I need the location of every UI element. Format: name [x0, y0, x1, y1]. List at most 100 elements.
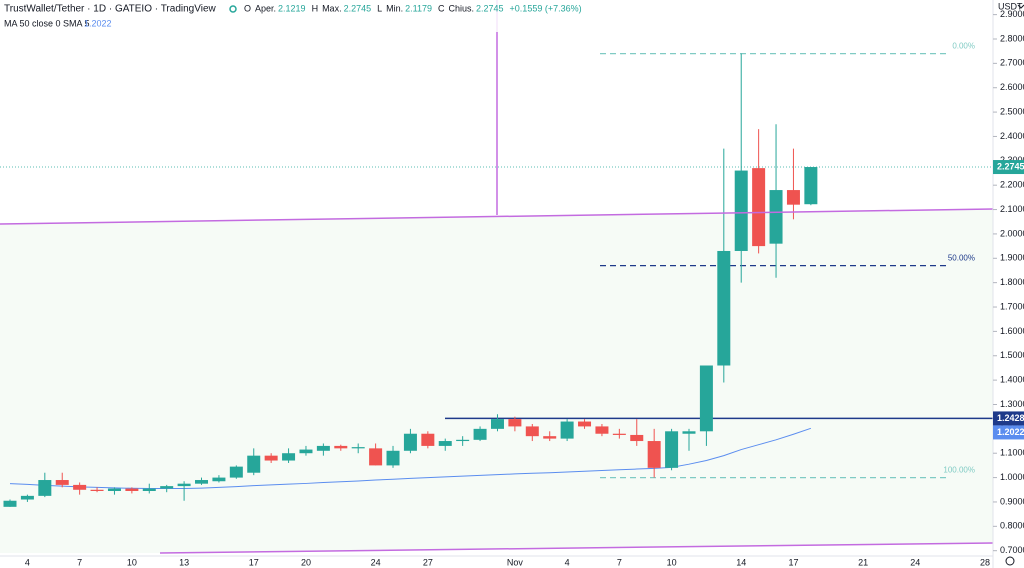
candle-body [543, 436, 557, 439]
last-price-tag: 2.2745 [997, 161, 1024, 171]
candle-body [665, 431, 679, 468]
candle-body [560, 421, 574, 439]
sma-value[interactable]: 1.2022 [84, 18, 112, 28]
candle-body [351, 447, 365, 449]
ohlc-name: Min. [386, 3, 403, 13]
candle-body [769, 190, 783, 244]
candle-body [786, 190, 800, 205]
status-dot [229, 5, 237, 13]
fib-label: 0.00% [952, 42, 975, 51]
candle-body [438, 441, 452, 446]
y-tick-label: 1.1000 [1000, 448, 1024, 458]
currency-caret [1017, 4, 1024, 9]
ohlc-name: Aper. [255, 3, 276, 13]
candle-body [38, 480, 52, 496]
symbol-title: TrustWallet/Tether · 1D · GATEIO · Tradi… [4, 4, 217, 15]
candle-body [682, 431, 696, 434]
x-tick-label: 21 [858, 557, 868, 567]
candle-body [717, 250, 731, 366]
candle-body [142, 488, 156, 491]
candle-body [630, 434, 644, 442]
candle-body [490, 419, 504, 429]
candle-body [578, 421, 592, 427]
y-tick-label: 2.5000 [1000, 106, 1024, 116]
ohlc-name: Chius. [449, 3, 475, 13]
price-line-tag: 1.2428 [997, 413, 1024, 423]
x-tick-label: 4 [565, 557, 570, 567]
candle-body [386, 450, 400, 466]
fib-label: 100.00% [943, 466, 975, 475]
price-line-tag-bg [993, 411, 1024, 426]
ohlc-change: +0.1559 (+7.36%) [510, 3, 582, 13]
ohlc-legend: O Aper. 2.1219 H Max. 2.2745 L Min. 2.1179 C Chius… [244, 3, 582, 13]
ohlc-key: L [377, 3, 382, 13]
y-tick-label: 2.4000 [1000, 131, 1024, 141]
candle-body [403, 433, 417, 451]
currency[interactable]: USDT [998, 1, 1023, 11]
candle-body [525, 426, 539, 437]
candle-body [734, 170, 748, 251]
candle-body [299, 449, 313, 454]
sma-tag-bg [993, 425, 1024, 440]
y-tick-label: 2.1000 [1000, 204, 1024, 214]
ohlc-key: H [312, 3, 319, 13]
candle-body [229, 466, 243, 478]
fib-label: 50.00% [948, 254, 975, 263]
y-tick-label: 2.0000 [1000, 228, 1024, 238]
x-tick-label: 17 [249, 557, 259, 567]
candle-body [90, 489, 104, 491]
y-tick-label: 1.0000 [1000, 472, 1024, 482]
x-tick-label: 10 [127, 557, 137, 567]
y-tick-label: 1.6000 [1000, 326, 1024, 336]
candle-body [595, 426, 609, 434]
settings-icon[interactable] [1005, 556, 1015, 566]
candle-body [160, 486, 174, 489]
y-tick-label: 1.9000 [1000, 253, 1024, 263]
y-tick-label: 1.4000 [1000, 374, 1024, 384]
candle-body [125, 488, 139, 491]
trend-line [0, 208, 994, 225]
ohlc-key: C [438, 3, 445, 13]
ohlc-value: 2.2745 [476, 3, 504, 13]
range-zone [0, 209, 993, 553]
x-tick-label: 13 [179, 557, 189, 567]
candle-body [282, 453, 296, 461]
y-tick-label: 1.3000 [1000, 399, 1024, 409]
candle-body [177, 483, 191, 487]
x-tick-label: 24 [910, 557, 920, 567]
x-tick-label: 28 [980, 557, 990, 567]
candle-body [421, 433, 435, 446]
x-tick-label: Nov [507, 557, 524, 567]
candle-body [699, 365, 713, 432]
x-tick-label: 20 [301, 557, 311, 567]
ohlc-name: Max. [322, 3, 342, 13]
x-tick-label: 27 [423, 557, 433, 567]
ohlc-value: 2.2745 [344, 3, 372, 13]
candle-body [804, 167, 818, 205]
sma-name: MA 50 close 0 SMA 5 [4, 18, 90, 28]
candle-body [247, 455, 261, 473]
trend-line [159, 542, 994, 554]
candle-body [73, 484, 87, 490]
candle-body [508, 419, 522, 427]
ohlc-key: O [244, 3, 251, 13]
ohlc-value: 2.1179 [405, 3, 432, 13]
sma-tag: 1.2022 [997, 427, 1024, 437]
x-tick-label: 7 [617, 557, 622, 567]
y-tick-label: 2.9000 [1000, 9, 1024, 19]
candle-body [20, 495, 34, 500]
candle-body [264, 455, 278, 461]
x-tick-label: 7 [77, 557, 82, 567]
candle-body [195, 480, 209, 484]
candle-body [212, 477, 226, 482]
last-price-tag-bg [993, 160, 1024, 175]
y-tick-label: 2.2000 [1000, 180, 1024, 190]
